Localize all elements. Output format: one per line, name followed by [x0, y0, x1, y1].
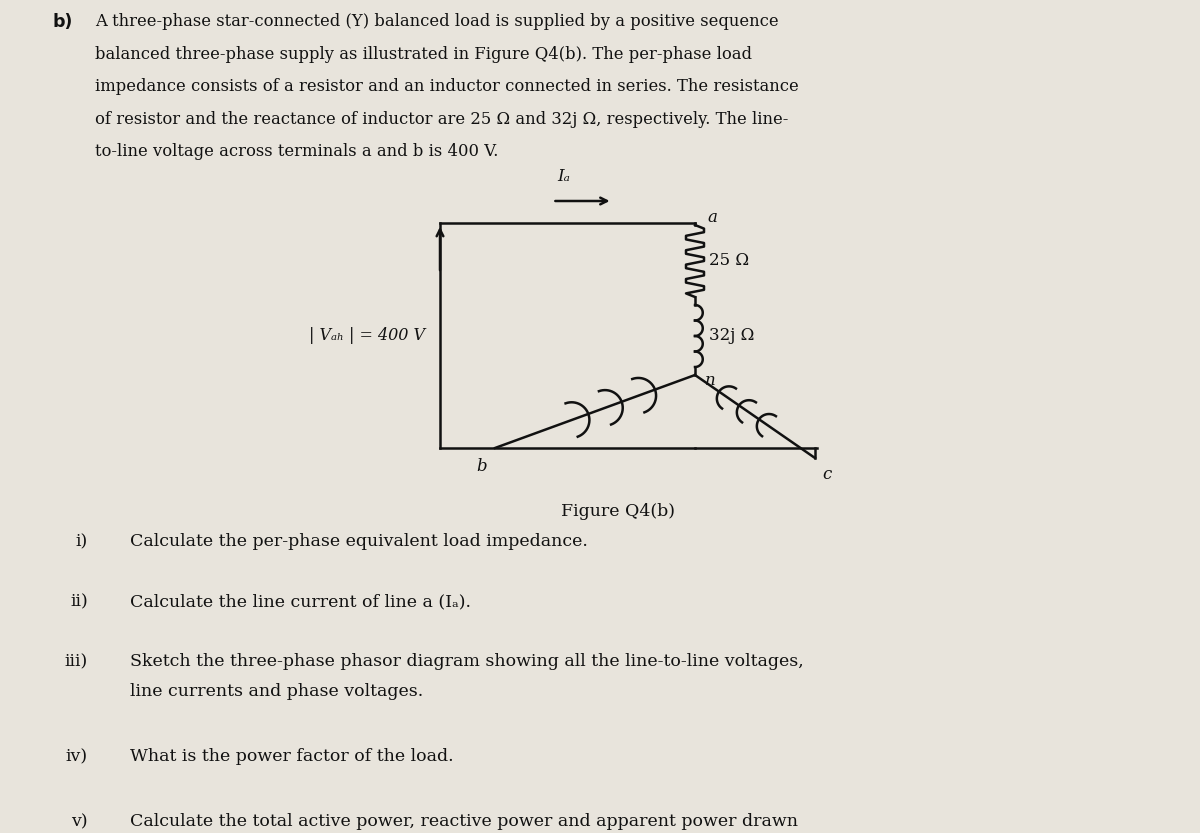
Text: 32j Ω: 32j Ω — [709, 327, 755, 345]
Text: Sketch the three-phase phasor diagram showing all the line-to-line voltages,: Sketch the three-phase phasor diagram sh… — [130, 653, 804, 670]
Text: Calculate the per-phase equivalent load impedance.: Calculate the per-phase equivalent load … — [130, 533, 588, 550]
Text: to-line voltage across terminals a and b is 400 V.: to-line voltage across terminals a and b… — [95, 143, 498, 160]
Text: impedance consists of a resistor and an inductor connected in series. The resist: impedance consists of a resistor and an … — [95, 78, 799, 95]
Text: n: n — [706, 372, 715, 389]
Text: ii): ii) — [71, 593, 88, 610]
Text: b: b — [476, 458, 487, 475]
Text: Figure Q4(b): Figure Q4(b) — [560, 503, 674, 520]
Text: What is the power factor of the load.: What is the power factor of the load. — [130, 748, 454, 765]
Text: c: c — [822, 466, 832, 483]
Text: Calculate the line current of line a (Iₐ).: Calculate the line current of line a (Iₐ… — [130, 593, 470, 610]
Text: Calculate the total active power, reactive power and apparent power drawn: Calculate the total active power, reacti… — [130, 813, 798, 830]
Text: | Vₐₕ | = 400 V: | Vₐₕ | = 400 V — [310, 327, 425, 344]
Text: b): b) — [52, 13, 72, 31]
Text: Iₐ: Iₐ — [558, 168, 570, 185]
Text: i): i) — [76, 533, 88, 550]
Text: iv): iv) — [66, 748, 88, 765]
Text: 25 Ω: 25 Ω — [709, 252, 749, 270]
Text: balanced three-phase supply as illustrated in Figure Q4(b). The per-phase load: balanced three-phase supply as illustrat… — [95, 46, 752, 62]
Text: line currents and phase voltages.: line currents and phase voltages. — [130, 683, 424, 700]
Text: A three-phase star-connected (Y) balanced load is supplied by a positive sequenc: A three-phase star-connected (Y) balance… — [95, 13, 779, 30]
Text: v): v) — [71, 813, 88, 830]
Text: of resistor and the reactance of inductor are 25 Ω and 32j Ω, respectively. The : of resistor and the reactance of inducto… — [95, 111, 788, 127]
Text: iii): iii) — [65, 653, 88, 670]
Text: a: a — [707, 210, 716, 227]
